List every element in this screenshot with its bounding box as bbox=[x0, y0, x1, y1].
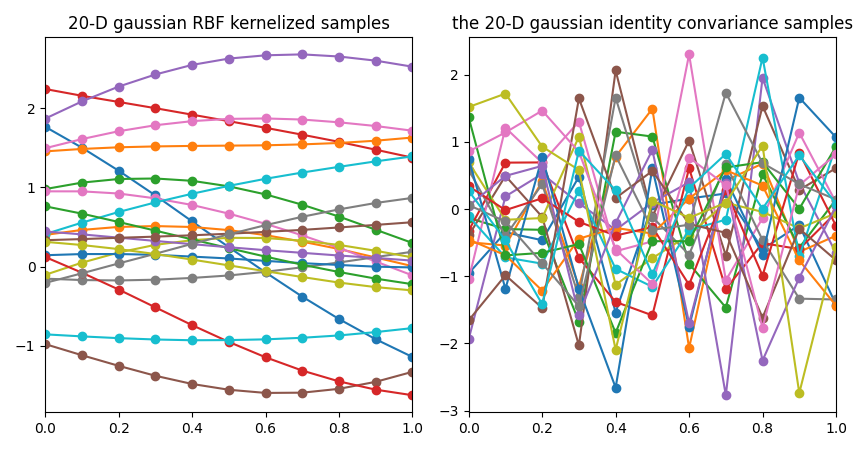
Title: 20-D gaussian RBF kernelized samples: 20-D gaussian RBF kernelized samples bbox=[68, 15, 389, 33]
Title: the 20-D gaussian identity convariance samples: the 20-D gaussian identity convariance s… bbox=[451, 15, 852, 33]
